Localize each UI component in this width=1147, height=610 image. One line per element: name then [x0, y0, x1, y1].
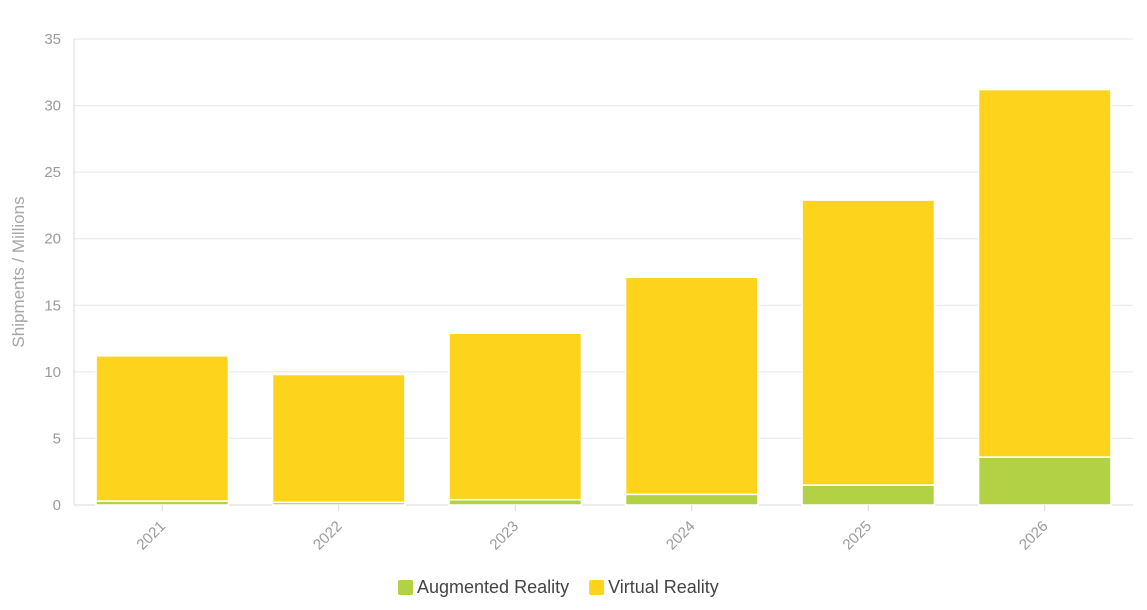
legend-label: Virtual Reality [608, 577, 719, 597]
x-tick-label: 2026 [1016, 518, 1052, 554]
x-tick-label: 2023 [486, 518, 522, 554]
x-tick-label: 2024 [663, 518, 699, 554]
y-tick-label: 5 [53, 430, 61, 447]
y-tick-label: 10 [44, 364, 61, 381]
x-tick-label: 2022 [310, 518, 346, 554]
legend-swatch [398, 580, 413, 595]
y-tick-label: 15 [44, 297, 61, 314]
bar-virtual-reality[interactable] [271, 373, 406, 504]
y-axis-title: Shipments / Millions [9, 196, 28, 347]
bar-augmented-reality[interactable] [448, 498, 583, 506]
bar-virtual-reality[interactable] [624, 276, 759, 496]
legend-item[interactable]: Augmented Reality [398, 577, 569, 597]
x-tick-label: 2021 [133, 518, 169, 554]
bar-augmented-reality[interactable] [624, 493, 759, 506]
x-tick-label: 2025 [839, 518, 875, 554]
y-tick-label: 30 [44, 98, 61, 115]
bar-virtual-reality[interactable] [801, 199, 936, 486]
legend: Augmented Reality Virtual Reality [398, 577, 719, 597]
y-tick-label: 25 [44, 164, 61, 181]
y-tick-label: 35 [44, 31, 61, 48]
y-tick-label: 0 [53, 497, 61, 514]
gridlines [74, 38, 1133, 506]
legend-label: Augmented Reality [417, 577, 569, 597]
bar-augmented-reality[interactable] [801, 484, 936, 506]
bar-virtual-reality[interactable] [448, 332, 583, 501]
bar-augmented-reality[interactable] [977, 456, 1112, 506]
legend-swatch [589, 580, 605, 595]
bars [95, 88, 1112, 506]
bar-virtual-reality[interactable] [95, 355, 230, 502]
legend-item[interactable]: Virtual Reality [589, 577, 719, 597]
y-tick-label: 20 [44, 231, 61, 248]
bar-virtual-reality[interactable] [977, 88, 1112, 458]
